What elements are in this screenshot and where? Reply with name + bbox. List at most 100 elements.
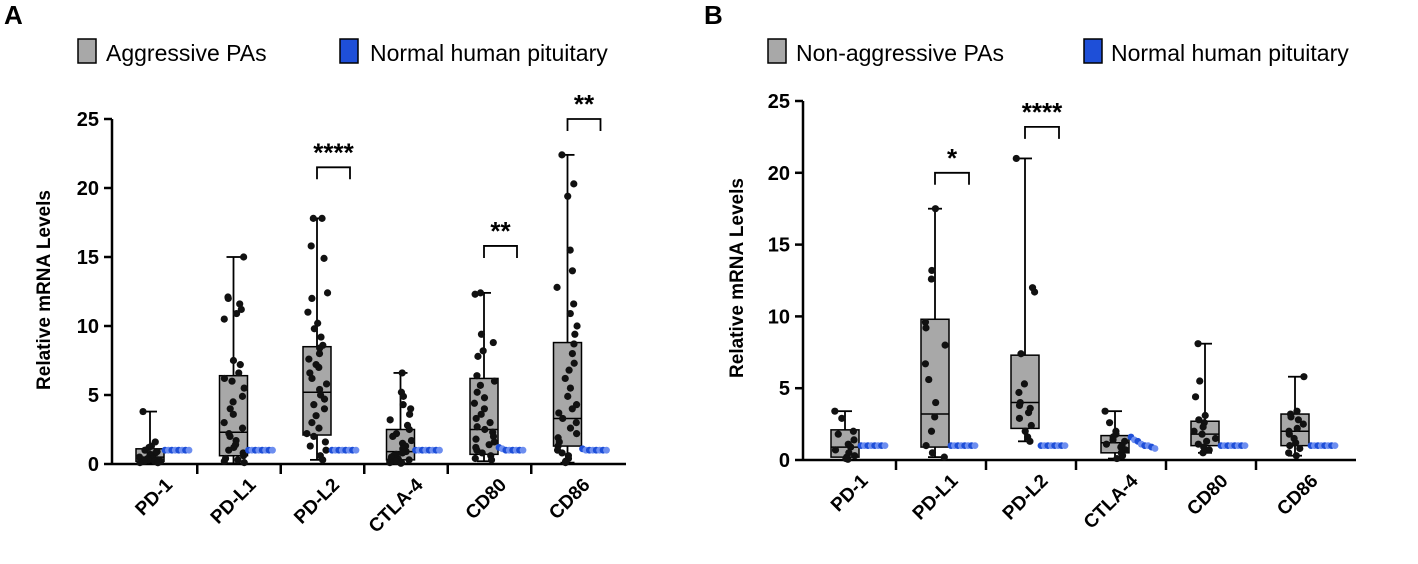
box-pd-l1 (218, 253, 249, 467)
tumor-point (229, 398, 237, 406)
tumor-point (572, 419, 580, 427)
tumor-point (478, 449, 486, 457)
tumor-point (405, 425, 413, 434)
tumor-point (479, 347, 487, 355)
tumor-point (306, 442, 314, 450)
tumor-point (141, 446, 149, 454)
significance-cd86: ** (566, 89, 602, 131)
tumor-point (477, 330, 486, 338)
significance-bracket (566, 118, 602, 131)
normal-point (1331, 442, 1339, 450)
tumor-point (922, 324, 930, 332)
normal-pd-1 (161, 446, 193, 454)
y-tick-label: 20 (768, 163, 790, 185)
tumor-point (407, 436, 416, 445)
tumor-point (316, 344, 324, 352)
tumor-point (1027, 421, 1035, 430)
tumor-point (322, 446, 330, 454)
tumor-point (1199, 449, 1207, 457)
tumor-point (1017, 350, 1025, 358)
box-pd-1 (830, 407, 860, 463)
box-pd-l1 (920, 205, 950, 461)
tumor-point (1012, 154, 1020, 163)
tumor-point (838, 414, 846, 422)
tumor-point (931, 205, 940, 213)
tumor-point (1285, 449, 1293, 457)
box-pd-1 (135, 407, 165, 467)
y-axis-label: Relative mRNA Levels (34, 190, 55, 390)
tumor-point (566, 246, 574, 254)
y-tick-label: 0 (88, 454, 99, 476)
tumor-point (307, 242, 315, 250)
tumor-point (310, 325, 318, 333)
normal-point (352, 446, 360, 454)
tumor-point (922, 442, 930, 450)
tumor-point (1113, 454, 1121, 463)
tumor-point (315, 350, 324, 358)
tumor-point (1109, 436, 1117, 444)
x-tick-label-cd86: CD86 (545, 475, 594, 524)
tumor-point (224, 294, 232, 302)
tumor-point (240, 384, 248, 392)
tumor-point (474, 352, 482, 360)
box-pd-l2 (1010, 154, 1040, 445)
significance-bracket (1024, 125, 1060, 139)
tumor-point (471, 454, 479, 463)
normal-cd80 (1217, 442, 1249, 450)
tumor-point (1199, 423, 1207, 431)
tumor-point (318, 214, 326, 222)
legend-swatch-normal (1083, 38, 1103, 64)
tumor-point (489, 432, 498, 440)
tumor-point (399, 401, 407, 409)
significance-label: **** (313, 137, 354, 167)
tumor-point (481, 425, 489, 434)
iqr-box (920, 318, 950, 448)
tumor-point (1105, 419, 1114, 427)
tumor-point (237, 305, 245, 314)
tumor-point (1015, 414, 1024, 422)
tumor-point (1118, 452, 1127, 460)
tumor-point (236, 361, 244, 369)
tumor-point (220, 374, 229, 383)
tumor-point (928, 449, 937, 457)
tumor-point (1031, 288, 1039, 296)
tumor-point (573, 430, 581, 438)
tumor-point (304, 308, 312, 316)
tumor-point (1211, 434, 1220, 443)
y-tick-label: 25 (77, 109, 99, 131)
tumor-point (235, 369, 243, 377)
tumor-point (558, 151, 566, 159)
normal-point (269, 446, 276, 454)
tumor-point (316, 385, 324, 394)
tumor-point (927, 427, 936, 435)
normal-cd80 (495, 444, 527, 454)
x-tick-label-cd80: CD80 (1183, 471, 1232, 520)
tumor-point (568, 405, 576, 413)
tumor-point (568, 350, 576, 358)
tumor-point (154, 459, 162, 467)
tumor-point (570, 180, 578, 188)
box-cd80 (469, 289, 499, 464)
x-tick-label-pd-l1: PD-L1 (909, 470, 963, 524)
tumor-point (234, 456, 242, 464)
tumor-point (471, 290, 479, 298)
tumor-point (1194, 440, 1202, 448)
tumor-point (566, 309, 574, 318)
tumor-point (850, 436, 858, 444)
tumor-point (470, 399, 479, 407)
tumor-point (571, 330, 579, 338)
legend-label-tumor: Aggressive PAs (106, 40, 267, 66)
tumor-point (1203, 437, 1211, 445)
tumor-point (553, 283, 561, 291)
tumor-point (927, 275, 936, 283)
y-tick-label: 5 (88, 385, 99, 407)
tumor-point (320, 395, 329, 403)
tumor-point (480, 394, 489, 402)
tumor-point (239, 452, 248, 460)
tumor-point (317, 333, 325, 341)
tumor-point (232, 309, 241, 318)
tumor-point (925, 375, 933, 384)
tumor-point (305, 355, 313, 363)
tumor-point (386, 416, 394, 424)
tumor-point (1190, 427, 1198, 435)
